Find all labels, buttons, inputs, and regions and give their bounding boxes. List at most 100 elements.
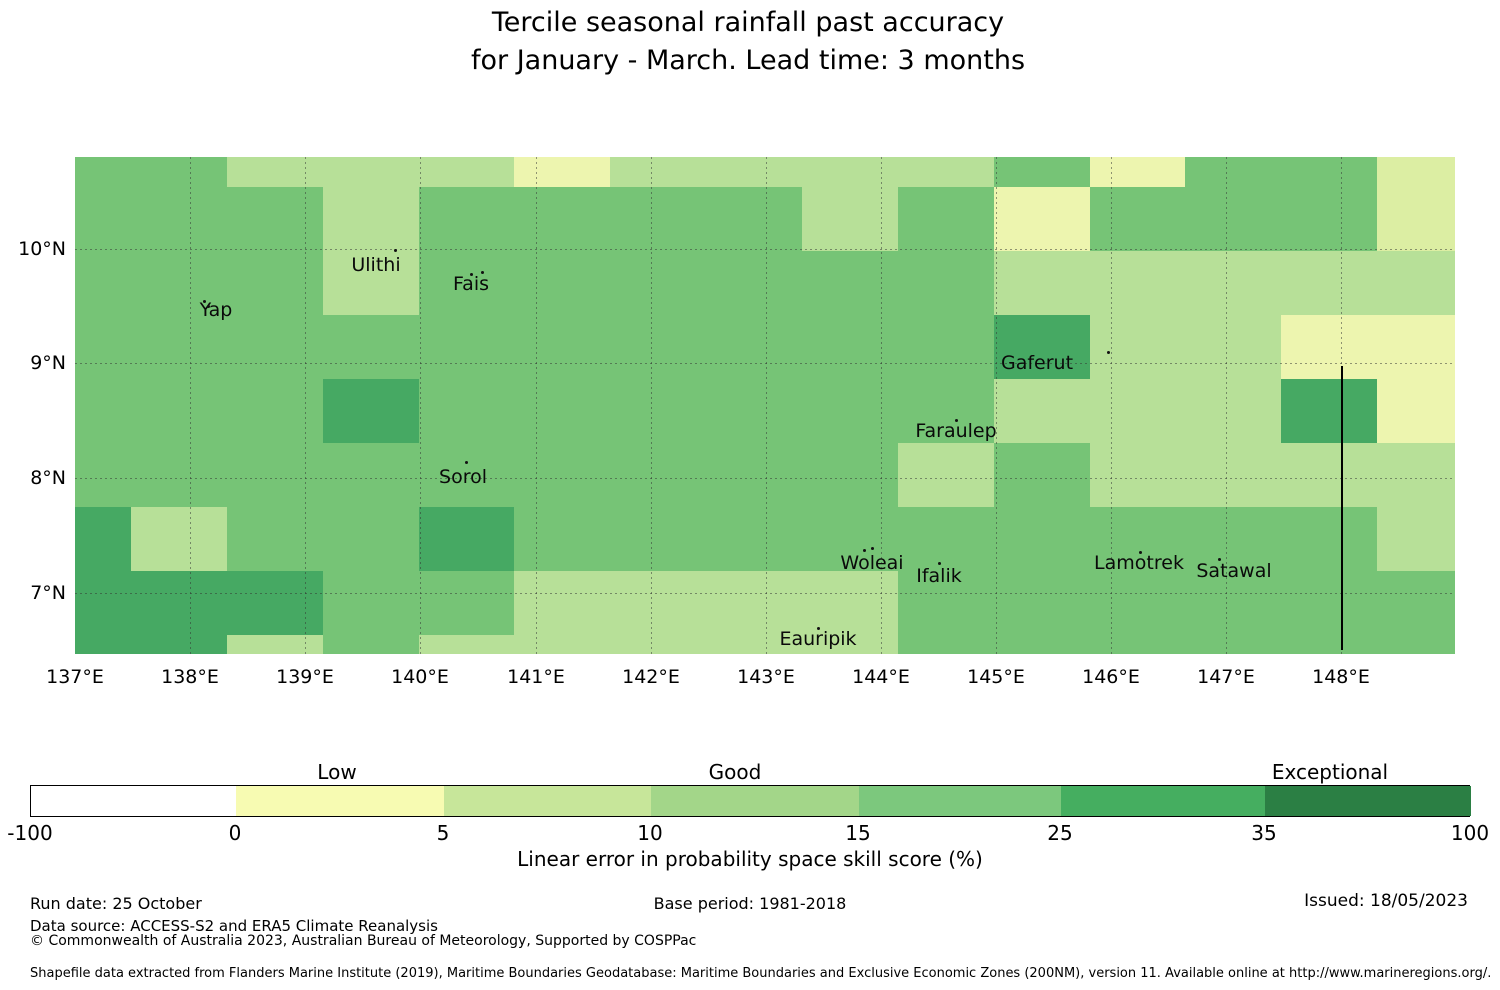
map-cell [706, 251, 802, 315]
map-cell [227, 635, 323, 654]
island-marker-dot [1218, 558, 1221, 561]
island-label: Satawal [1196, 560, 1272, 582]
map-cell [1377, 187, 1455, 251]
map-cell [514, 635, 610, 654]
map-cell [610, 251, 706, 315]
map-cell [1185, 251, 1281, 315]
map-cell [323, 157, 419, 187]
longitude-gridline [766, 157, 767, 654]
map-cell [75, 507, 131, 571]
x-tick-label: 146°E [1082, 666, 1140, 688]
skill-category-label: Exceptional [1271, 760, 1389, 784]
map-cell [514, 443, 610, 507]
chart-title-line2: for January - March. Lead time: 3 months [470, 45, 1026, 76]
map-cell [706, 507, 802, 571]
map-cell [514, 251, 610, 315]
y-tick-label: 7°N [30, 582, 66, 604]
island-marker-dot [470, 273, 473, 276]
map-cell [994, 507, 1090, 571]
map-cell [610, 157, 706, 187]
map-cell [1377, 379, 1455, 443]
map-cell [898, 251, 994, 315]
issued-date-text: Issued: 18/05/2023 [1304, 891, 1468, 911]
map-cell [514, 187, 610, 251]
latitude-gridline [75, 363, 1455, 364]
island-marker-dot [938, 562, 941, 565]
map-cell [1185, 379, 1281, 443]
map-cell [419, 251, 514, 315]
map-cell [131, 571, 227, 635]
map-cell [1377, 507, 1455, 571]
map-cell [227, 187, 323, 251]
map-cell [514, 157, 610, 187]
island-label: Sorol [439, 466, 487, 488]
map-cell [419, 379, 514, 443]
map-cell [323, 571, 419, 635]
map-cell [802, 507, 898, 571]
map-cell [131, 187, 227, 251]
map-cell [898, 187, 994, 251]
map-cell [75, 315, 131, 379]
map-cell [1377, 251, 1455, 315]
colorbar-segment [444, 786, 651, 816]
skill-category-label: Low [317, 760, 357, 784]
x-tick-label: 143°E [737, 666, 795, 688]
map-cell [1377, 635, 1455, 654]
island-marker-dot [871, 547, 874, 550]
map-cell [1090, 571, 1185, 635]
skill-category-label: Good [708, 760, 762, 784]
colorbar-segment [651, 786, 859, 816]
longitude-gridline [1226, 157, 1227, 654]
map-cell [131, 443, 227, 507]
island-label: Ifalik [916, 565, 962, 587]
map-cell [610, 507, 706, 571]
map-cell [994, 157, 1090, 187]
map-cell [898, 507, 994, 571]
map-cell [323, 635, 419, 654]
map-cell [610, 187, 706, 251]
latitude-gridline [75, 478, 1455, 479]
map-cell [323, 187, 419, 251]
map-cell [227, 379, 323, 443]
x-tick-label: 147°E [1197, 666, 1255, 688]
map-cell [131, 507, 227, 571]
island-marker-dot [863, 549, 866, 552]
chart-title-line1: Tercile seasonal rainfall past accuracy [491, 7, 1005, 38]
colorbar-segment [1061, 786, 1265, 816]
shapefile-note-text: Shapefile data extracted from Flanders M… [30, 966, 1492, 981]
x-tick-label: 148°E [1312, 666, 1370, 688]
map-cell [75, 157, 131, 187]
colorbar-bar [30, 785, 1471, 817]
map-cell [994, 315, 1090, 379]
island-label: Gaferut [1000, 352, 1074, 374]
copyright-text: © Commonwealth of Australia 2023, Austra… [30, 933, 697, 949]
map-cell [1185, 443, 1281, 507]
island-label: Lamotrek [1094, 552, 1184, 574]
map-cell [323, 507, 419, 571]
x-tick-label: 139°E [276, 666, 334, 688]
x-tick-label: 145°E [967, 666, 1025, 688]
island-marker-dot [1107, 351, 1110, 354]
colorbar-tick-label: 15 [845, 821, 871, 845]
colorbar-tick-label: -100 [7, 821, 53, 845]
eez-boundary-line [1341, 366, 1343, 650]
map-cell [1185, 635, 1281, 654]
y-tick-label: 9°N [30, 352, 66, 374]
island-label: Ulithi [351, 254, 401, 276]
y-tick-label: 8°N [30, 467, 66, 489]
map-cell [1090, 251, 1185, 315]
map-cell [75, 635, 131, 654]
map-cell [994, 443, 1090, 507]
map-cell [1281, 315, 1377, 379]
map-cell [227, 251, 323, 315]
map-cell [1185, 157, 1281, 187]
map-cell [1090, 443, 1185, 507]
map-cell [610, 571, 706, 635]
map-cell [1185, 315, 1281, 379]
longitude-gridline [420, 157, 421, 654]
island-label: Fais [452, 273, 490, 295]
map-cell [1185, 187, 1281, 251]
map-cell [898, 443, 994, 507]
island-marker-dot [203, 300, 206, 303]
island-marker-dot [394, 249, 397, 252]
